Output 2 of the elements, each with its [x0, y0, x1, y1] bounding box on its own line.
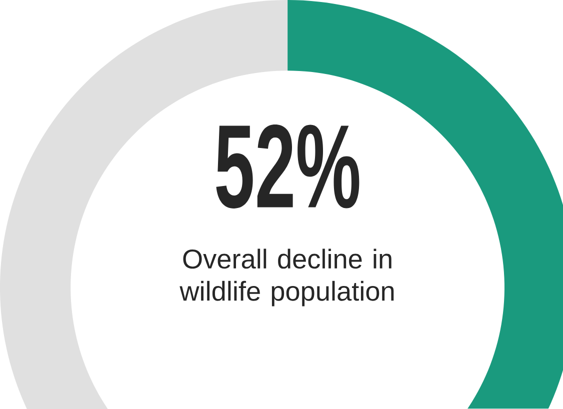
text: Overall decline in wildlife population	[180, 248, 394, 306]
text: 52%	[216, 124, 360, 209]
